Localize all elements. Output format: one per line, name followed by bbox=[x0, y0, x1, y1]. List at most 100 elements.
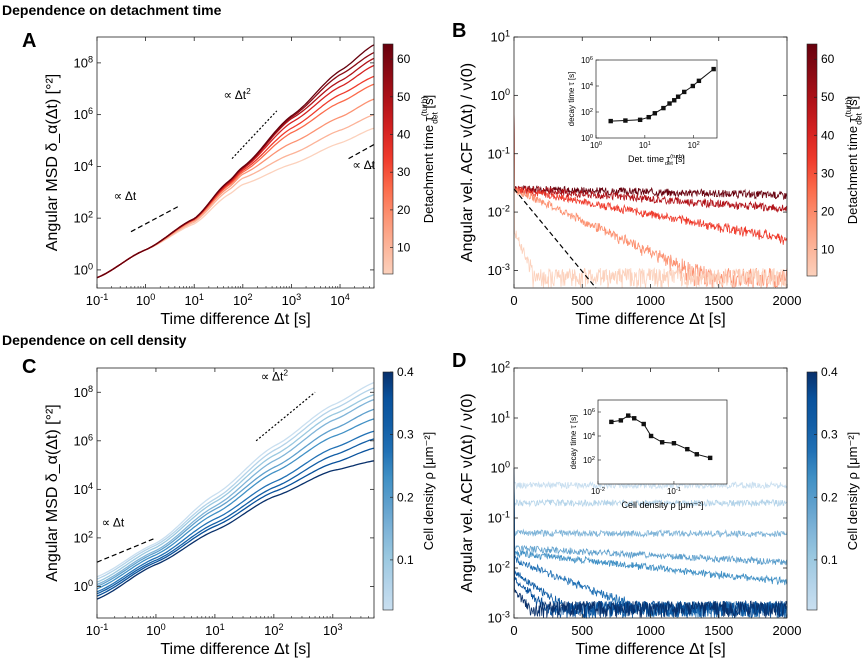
panel-D: 0 500 1000 1500 2000 10-3 10-2 10-1 100 101 102 Tim… bbox=[459, 360, 860, 658]
inset-marker-B bbox=[682, 89, 687, 95]
section-title-density: Dependence on cell density bbox=[2, 332, 187, 348]
inset-x-tick-label-B: 102 bbox=[688, 141, 700, 150]
inset-frame-B bbox=[595, 59, 718, 139]
y-tick-label-A: 108 bbox=[73, 54, 93, 70]
colorbar-tick-label-C: 0.4 bbox=[397, 365, 414, 379]
acf-series-D-0 bbox=[513, 467, 788, 491]
x-tick-label-B: 0 bbox=[510, 293, 517, 308]
x-tick-label-C: 102 bbox=[264, 622, 284, 638]
y-tick-label-B: 100 bbox=[490, 87, 510, 103]
inset-y-tick-label-D: 102 bbox=[583, 456, 595, 465]
inset-marker-B bbox=[661, 105, 666, 111]
x-tick-label-A: 100 bbox=[136, 292, 156, 308]
acf-series-D-4 bbox=[513, 467, 788, 586]
inset-marker-B bbox=[672, 98, 677, 103]
inset-y-tick-label-D: 104 bbox=[583, 432, 595, 441]
colorbar-tick-label-D: 0.1 bbox=[821, 553, 838, 567]
inset-y-tick-label-B: 104 bbox=[581, 82, 593, 91]
inset-marker-D bbox=[671, 441, 677, 446]
x-tick-label-D: 2000 bbox=[773, 623, 802, 638]
colorbar-tick-label-D: 0.2 bbox=[821, 490, 838, 504]
panel-C: ∝ Δt ∝ Δt2 10-1 100 101 102 103 100 102 104 106 108… bbox=[44, 365, 436, 658]
x-tick-label-B: 2000 bbox=[773, 293, 802, 308]
inset-marker-B bbox=[608, 118, 613, 124]
inset-marker-B bbox=[675, 94, 681, 99]
y-tick-label-A: 106 bbox=[73, 106, 93, 122]
msd-series-C-7 bbox=[96, 438, 375, 595]
x-tick-label-C: 101 bbox=[205, 622, 225, 638]
x-tick-label-A: 102 bbox=[233, 292, 253, 308]
inset-marker-D bbox=[648, 433, 654, 439]
guide-label-C-1: ∝ Δt2 bbox=[261, 368, 289, 384]
msd-series-C-1 bbox=[96, 387, 375, 580]
y-tick-label-C: 104 bbox=[73, 481, 93, 497]
acf-series-B-0 bbox=[513, 95, 788, 201]
guide-line-A-1 bbox=[231, 110, 278, 160]
inset-marker-D bbox=[707, 455, 713, 461]
inset-y-label-D: decay time τ [s] bbox=[569, 415, 578, 470]
y-tick-label-B: 10-2 bbox=[487, 204, 510, 220]
axes-frame-C bbox=[96, 367, 375, 619]
colorbar-tick-label-A: 50 bbox=[397, 90, 411, 104]
inset-marker-B bbox=[652, 111, 658, 116]
msd-series-C-9 bbox=[96, 460, 375, 600]
inset-marker-D bbox=[694, 452, 699, 457]
msd-series-C-4 bbox=[96, 408, 375, 588]
msd-series-C-5 bbox=[96, 418, 375, 590]
y-tick-label-D: 100 bbox=[490, 460, 510, 476]
x-axis-label-B: Time difference Δt [s] bbox=[575, 311, 725, 328]
inset-x-label-D: Cell density ρ [μm⁻²] bbox=[621, 500, 703, 510]
y-tick-label-D: 102 bbox=[490, 360, 510, 376]
guide-label-C-0: ∝ Δt bbox=[102, 515, 125, 529]
x-axis-label-A: Time difference Δt [s] bbox=[160, 311, 310, 328]
colorbar-D bbox=[806, 371, 818, 611]
inset-marker-B bbox=[690, 83, 696, 89]
inset-y-tick-label-D: 106 bbox=[583, 408, 595, 417]
colorbar-tick-label-C: 0.2 bbox=[397, 490, 414, 504]
colorbar-label-D: Cell density ρ [μm⁻²] bbox=[845, 432, 860, 551]
acf-series-B-1 bbox=[513, 95, 788, 213]
acf-series-D-2 bbox=[513, 467, 788, 539]
inset-marker-D bbox=[685, 446, 690, 452]
colorbar-tick-label-A: 20 bbox=[397, 203, 411, 217]
y-tick-label-B: 10-1 bbox=[487, 145, 510, 161]
panel-label-d: D bbox=[452, 350, 467, 372]
colorbar-tick-label-B: 60 bbox=[821, 52, 835, 66]
x-tick-label-D: 1000 bbox=[636, 623, 665, 638]
y-tick-label-D: 101 bbox=[490, 410, 510, 426]
msd-series-C-6 bbox=[96, 430, 375, 593]
y-axis-label-B: Angular vel. ACF ν(Δt) / ν(0) bbox=[459, 63, 476, 262]
msd-series-C-3 bbox=[96, 398, 375, 586]
inset-marker-D bbox=[626, 413, 631, 418]
guide-line-A-2 bbox=[348, 144, 375, 160]
y-axis-label-D: Angular vel. ACF ν(Δt) / ν(0) bbox=[459, 393, 476, 592]
inset-y-label-B: decay time τ [s] bbox=[567, 72, 576, 127]
colorbar-C bbox=[382, 371, 394, 611]
colorbar-tick-label-B: 10 bbox=[821, 242, 835, 256]
colorbar-tick-label-B: 30 bbox=[821, 166, 835, 180]
y-tick-label-C: 102 bbox=[73, 529, 93, 545]
inset-marker-D bbox=[609, 419, 614, 425]
colorbar-label-B: Detachment time τ(turb)det [s] bbox=[843, 96, 863, 224]
y-tick-label-D: 10-2 bbox=[487, 560, 510, 576]
colorbar-tick-label-A: 10 bbox=[397, 241, 411, 255]
guide-label-A-0: ∝ Δt bbox=[114, 189, 137, 203]
colorbar-tick-label-C: 0.1 bbox=[397, 553, 414, 567]
colorbar-tick-label-B: 20 bbox=[821, 204, 835, 218]
colorbar-tick-label-D: 0.3 bbox=[821, 428, 838, 442]
msd-series-C-0 bbox=[96, 381, 375, 578]
y-tick-label-B: 101 bbox=[490, 29, 510, 45]
msd-series-C-8 bbox=[96, 447, 375, 597]
inset-y-tick-label-B: 100 bbox=[581, 134, 593, 143]
y-tick-label-C: 106 bbox=[73, 432, 93, 448]
y-axis-label-A: Angular MSD δ_α(Δt) [°²] bbox=[44, 74, 61, 252]
guide-line-C-0 bbox=[96, 537, 157, 563]
y-tick-label-A: 100 bbox=[73, 261, 93, 277]
y-tick-label-B: 10-3 bbox=[487, 262, 510, 278]
inset-marker-D bbox=[632, 416, 637, 421]
inset-y-tick-label-B: 102 bbox=[581, 108, 593, 117]
inset-marker-B bbox=[711, 66, 716, 72]
guide-line-A-0 bbox=[130, 205, 180, 233]
inset-marker-B bbox=[696, 78, 702, 84]
